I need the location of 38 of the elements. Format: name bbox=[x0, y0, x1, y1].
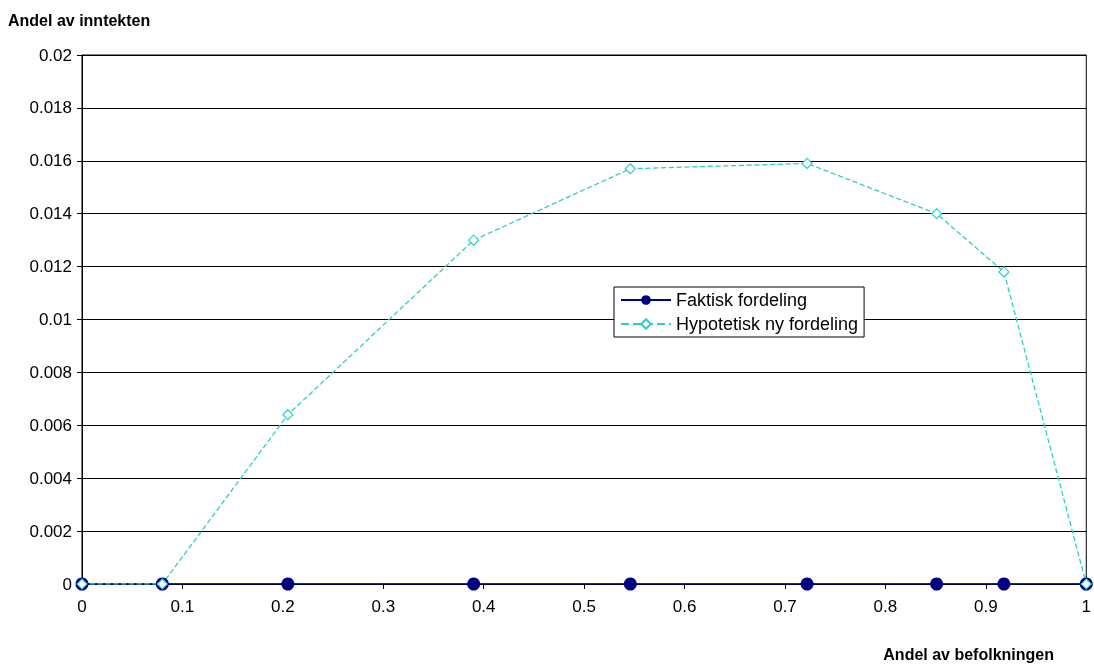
point bbox=[930, 577, 944, 591]
x-tick-label: 0.2 bbox=[271, 597, 295, 616]
x-tick-label: 0.6 bbox=[672, 597, 697, 616]
x-tick-label: 0.1 bbox=[170, 597, 195, 616]
point bbox=[801, 157, 813, 170]
point bbox=[282, 409, 294, 421]
x-tick-label: 0.8 bbox=[873, 597, 898, 616]
point bbox=[467, 577, 481, 591]
y-tick-label: 0.018 bbox=[29, 98, 72, 118]
legend-label: Faktisk fordeling bbox=[676, 290, 808, 310]
point bbox=[623, 577, 637, 591]
x-tick-label: 0 bbox=[77, 597, 87, 616]
x-tick-label: 0.5 bbox=[572, 597, 596, 616]
y-tick-label: 0.008 bbox=[29, 362, 72, 382]
x-tick-label: 0.3 bbox=[371, 597, 396, 616]
point bbox=[931, 208, 943, 220]
x-axis-title: Andel av befolkningen bbox=[883, 645, 1054, 663]
y-tick-label: 0.01 bbox=[38, 310, 72, 329]
y-tick-label: 0.02 bbox=[38, 45, 72, 65]
x-tick-label: 0.4 bbox=[471, 597, 496, 616]
point bbox=[800, 577, 814, 591]
x-tick-label: 0.7 bbox=[773, 597, 797, 616]
point bbox=[468, 234, 480, 246]
x-tick-label: 1 bbox=[1081, 597, 1092, 616]
y-tick-label: 0.012 bbox=[29, 257, 72, 277]
point bbox=[281, 577, 295, 591]
y-tick-label: 0.002 bbox=[29, 521, 72, 541]
y-tick-label: 0.016 bbox=[29, 151, 72, 171]
point bbox=[998, 266, 1010, 278]
y-tick-label: 0.014 bbox=[29, 204, 72, 224]
legend-label: Hypotetisk ny fordeling bbox=[676, 314, 859, 334]
point bbox=[997, 577, 1011, 591]
point bbox=[624, 163, 636, 175]
y-tick-label: 0.006 bbox=[29, 415, 72, 435]
y-tick-label: 0 bbox=[62, 574, 72, 594]
x-tick-label: 0.9 bbox=[974, 597, 998, 616]
y-tick-label: 0.004 bbox=[29, 468, 72, 488]
y-axis-title: Andel av inntekten bbox=[8, 11, 151, 29]
